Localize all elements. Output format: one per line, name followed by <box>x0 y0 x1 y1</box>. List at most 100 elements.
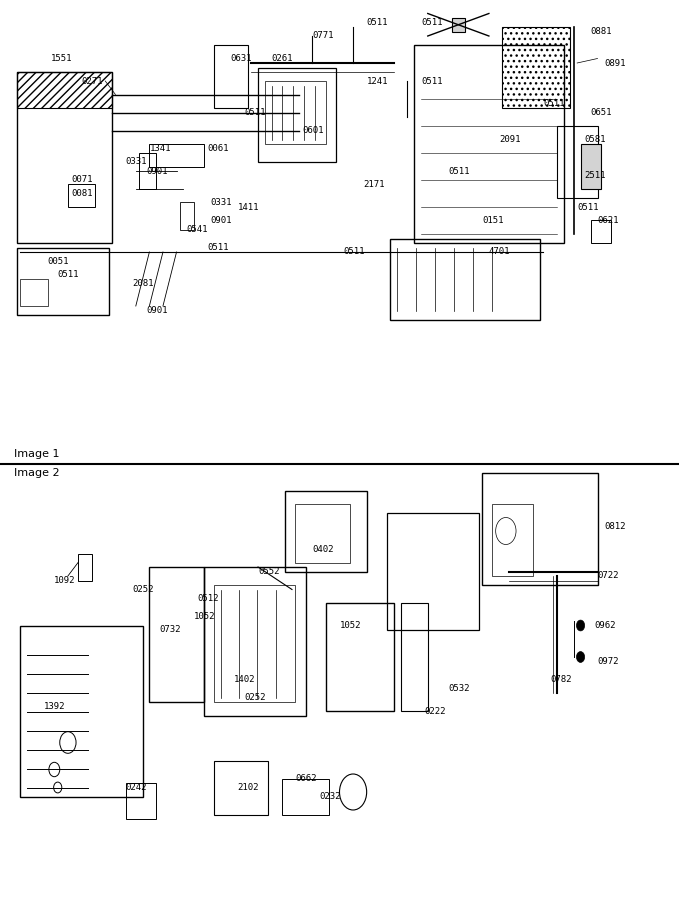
Text: 0732: 0732 <box>160 626 181 634</box>
Bar <box>557 126 598 198</box>
Bar <box>78 554 92 580</box>
Text: 0651: 0651 <box>591 108 612 117</box>
Text: 0512: 0512 <box>197 594 219 603</box>
Bar <box>482 472 598 585</box>
Circle shape <box>340 774 367 810</box>
Text: 0081: 0081 <box>71 189 93 198</box>
Text: 0261: 0261 <box>272 54 293 63</box>
Text: 0252: 0252 <box>132 585 154 594</box>
Text: 1411: 1411 <box>238 202 259 211</box>
Text: 0972: 0972 <box>598 657 619 666</box>
Text: 0511: 0511 <box>421 18 443 27</box>
Text: 0552: 0552 <box>258 567 280 576</box>
Text: 0812: 0812 <box>604 522 626 531</box>
Text: 4701: 4701 <box>489 248 511 256</box>
Bar <box>581 144 601 189</box>
Text: 0051: 0051 <box>48 256 69 266</box>
Bar <box>126 783 156 819</box>
Text: 0541: 0541 <box>187 225 208 234</box>
Bar <box>387 513 479 630</box>
Text: 0511: 0511 <box>367 18 388 27</box>
Text: 0662: 0662 <box>295 774 317 783</box>
Bar <box>326 603 394 711</box>
Bar <box>149 144 204 166</box>
Text: 0331: 0331 <box>210 198 232 207</box>
Text: 0402: 0402 <box>312 544 334 554</box>
Text: 0242: 0242 <box>126 783 147 792</box>
Text: 1392: 1392 <box>44 702 66 711</box>
Bar <box>17 248 109 315</box>
Text: 0771: 0771 <box>312 32 334 40</box>
Text: 1402: 1402 <box>234 675 256 684</box>
Text: 1341: 1341 <box>149 144 171 153</box>
Text: 0151: 0151 <box>482 216 504 225</box>
Bar <box>214 45 248 108</box>
Text: 0511: 0511 <box>577 202 599 211</box>
Bar <box>139 153 156 189</box>
Text: 0061: 0061 <box>207 144 229 153</box>
Bar <box>17 72 112 108</box>
Bar <box>149 567 204 702</box>
Text: 2511: 2511 <box>584 171 606 180</box>
Text: 0511: 0511 <box>448 166 470 176</box>
Bar <box>414 45 564 243</box>
Text: 0271: 0271 <box>81 76 103 86</box>
Text: 0631: 0631 <box>231 54 253 63</box>
Bar <box>265 81 326 144</box>
Text: 0782: 0782 <box>550 675 572 684</box>
Text: 2102: 2102 <box>238 783 259 792</box>
Bar <box>214 760 268 814</box>
Bar <box>492 504 533 576</box>
Text: 1052: 1052 <box>194 612 215 621</box>
Bar <box>390 238 540 320</box>
Text: 2081: 2081 <box>132 279 154 288</box>
Bar <box>452 18 465 32</box>
Text: 0511: 0511 <box>543 99 565 108</box>
Text: 0601: 0601 <box>302 126 324 135</box>
Bar <box>401 603 428 711</box>
Circle shape <box>60 732 76 753</box>
Text: 0581: 0581 <box>584 135 606 144</box>
Text: Image 1: Image 1 <box>14 449 59 459</box>
Text: 1241: 1241 <box>367 76 388 86</box>
Text: 0222: 0222 <box>424 706 446 716</box>
Bar <box>258 68 336 162</box>
Text: 1551: 1551 <box>51 54 73 63</box>
Text: 0511: 0511 <box>58 270 79 279</box>
Text: 0511: 0511 <box>343 248 365 256</box>
Text: 0071: 0071 <box>71 176 93 184</box>
Text: 0232: 0232 <box>319 792 341 801</box>
Bar <box>591 220 611 243</box>
Text: 0331: 0331 <box>126 158 147 166</box>
Text: 0901: 0901 <box>210 216 232 225</box>
Text: 0532: 0532 <box>448 684 470 693</box>
Bar <box>285 491 367 572</box>
Text: 0901: 0901 <box>146 166 168 176</box>
Bar <box>282 778 329 814</box>
Text: 0252: 0252 <box>244 693 266 702</box>
Text: 0901: 0901 <box>146 306 168 315</box>
Bar <box>68 184 95 207</box>
Text: Image 2: Image 2 <box>14 468 59 478</box>
Circle shape <box>49 762 60 777</box>
Text: 0722: 0722 <box>598 572 619 580</box>
Text: 0881: 0881 <box>591 27 612 36</box>
Text: 0962: 0962 <box>594 621 616 630</box>
Circle shape <box>54 782 62 793</box>
Bar <box>20 279 48 306</box>
Text: 2171: 2171 <box>363 180 385 189</box>
Bar <box>20 626 143 796</box>
Text: 0511: 0511 <box>421 76 443 86</box>
Text: 0511: 0511 <box>244 108 266 117</box>
Text: 1052: 1052 <box>340 621 361 630</box>
Text: 0891: 0891 <box>604 58 626 68</box>
Text: 1092: 1092 <box>54 576 76 585</box>
Text: 0511: 0511 <box>207 243 229 252</box>
Bar <box>180 202 194 230</box>
Bar <box>295 504 350 562</box>
Bar <box>204 567 306 716</box>
Bar <box>17 72 112 243</box>
Text: 0621: 0621 <box>598 216 619 225</box>
Circle shape <box>576 620 585 631</box>
Circle shape <box>576 652 585 662</box>
